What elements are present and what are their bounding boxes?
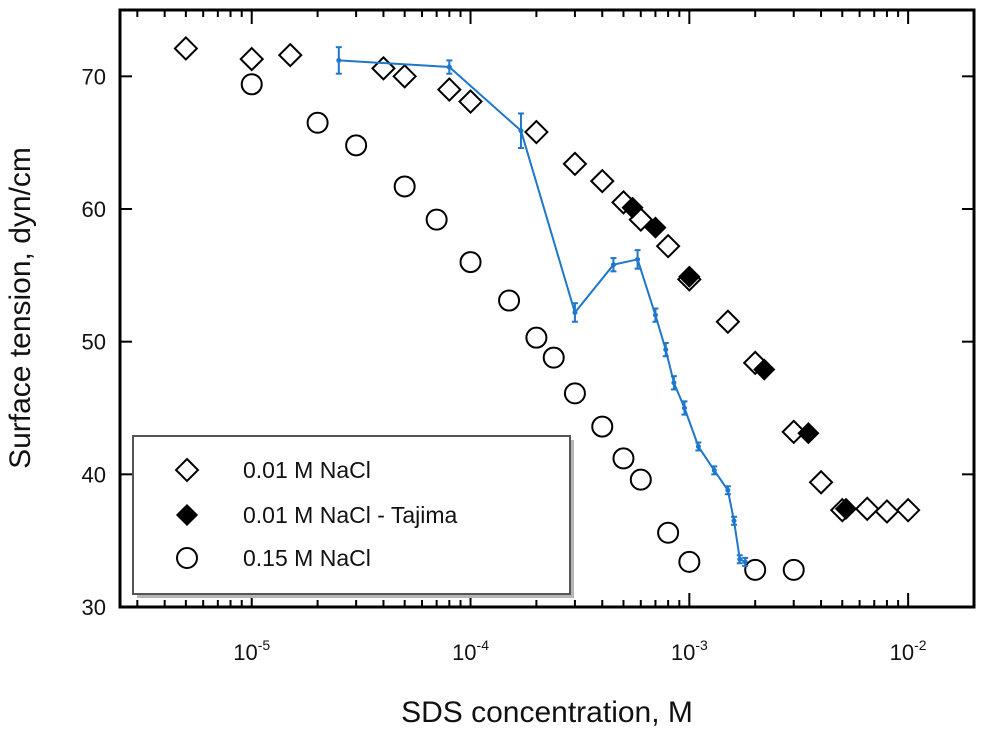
x-tick-label-1: 10-4 bbox=[452, 637, 489, 665]
data-point-13 bbox=[731, 518, 737, 524]
series-0-point-19 bbox=[854, 496, 880, 522]
series-2-point-0 bbox=[240, 73, 263, 96]
series-3 bbox=[335, 46, 749, 567]
data-point-8 bbox=[671, 380, 677, 386]
series-0 bbox=[173, 36, 921, 524]
series-2 bbox=[240, 73, 805, 581]
series-2-point-7 bbox=[525, 326, 548, 349]
y-tick-label-4: 70 bbox=[82, 64, 106, 89]
data-point-6 bbox=[652, 312, 658, 318]
legend-marker-2 bbox=[176, 547, 198, 569]
legend-label-0: 0.01 M NaCl bbox=[243, 457, 371, 483]
series-3-line bbox=[338, 59, 746, 563]
series-0-point-3 bbox=[371, 55, 396, 81]
series-2-point-6 bbox=[498, 289, 521, 312]
series-0-point-2 bbox=[277, 42, 303, 68]
series-0-point-21 bbox=[895, 497, 921, 523]
series-2-point-11 bbox=[612, 447, 635, 470]
data-point-0 bbox=[336, 57, 342, 63]
y-axis-title: Surface tension, dyn/cm bbox=[4, 147, 37, 469]
series-2-point-15 bbox=[744, 558, 767, 581]
x-tick-label-2: 10-3 bbox=[671, 637, 708, 665]
series-2-point-16 bbox=[782, 558, 805, 581]
series-2-point-5 bbox=[459, 251, 482, 274]
series-0-point-0 bbox=[173, 36, 199, 61]
series-0-point-5 bbox=[436, 77, 462, 103]
legend-markers bbox=[174, 457, 200, 569]
legend-label-2: 0.15 M NaCl bbox=[243, 545, 371, 571]
data-point-3 bbox=[572, 309, 578, 315]
x-axis-ticks: 10-5 10-4 10-3 10-2 bbox=[136, 10, 975, 665]
series-1-point-0 bbox=[621, 196, 644, 219]
series-1-point-4 bbox=[797, 422, 820, 445]
x-axis-title: SDS concentration, M bbox=[401, 696, 693, 729]
series-2-point-13 bbox=[657, 521, 680, 544]
data-point-10 bbox=[695, 443, 701, 449]
x-tick-label-3: 10-2 bbox=[890, 637, 927, 665]
series-0-point-1 bbox=[239, 46, 265, 72]
legend-box bbox=[132, 435, 571, 595]
data-point-9 bbox=[681, 405, 687, 411]
series-2-point-4 bbox=[425, 208, 448, 231]
series-2-point-2 bbox=[345, 134, 368, 157]
series-0-point-12 bbox=[655, 233, 681, 259]
series-0-point-8 bbox=[562, 151, 588, 177]
series-2-point-14 bbox=[678, 550, 701, 573]
series-1 bbox=[621, 196, 858, 520]
legend: 0.01 M NaCl 0.01 M NaCl - Tajima 0.15 M … bbox=[132, 435, 574, 598]
series-2-point-12 bbox=[629, 468, 652, 491]
data-point-15 bbox=[742, 559, 748, 565]
y-tick-label-0: 30 bbox=[82, 595, 106, 620]
series-0-point-17 bbox=[808, 469, 834, 495]
series-0-point-14 bbox=[715, 309, 741, 335]
data-point-1 bbox=[446, 64, 452, 70]
y-tick-label-2: 50 bbox=[82, 330, 106, 355]
series-0-point-9 bbox=[589, 168, 615, 194]
series-1-point-3 bbox=[753, 358, 776, 381]
series-2-point-9 bbox=[563, 382, 586, 405]
x-tick-label-0: 10-5 bbox=[233, 637, 270, 665]
legend-label-1: 0.01 M NaCl - Tajima bbox=[243, 502, 458, 528]
y-tick-label-1: 40 bbox=[82, 462, 106, 487]
data-point-4 bbox=[610, 262, 616, 268]
data-point-12 bbox=[725, 487, 731, 493]
series-1-point-1 bbox=[644, 216, 667, 239]
series-1-point-2 bbox=[678, 265, 701, 288]
series-0-point-7 bbox=[523, 119, 549, 145]
plot-frame bbox=[118, 8, 976, 609]
y-axis-ticks: 30 40 50 60 70 bbox=[82, 64, 974, 620]
legend-marker-1 bbox=[175, 503, 199, 527]
series-layer bbox=[173, 36, 921, 581]
series-2-point-1 bbox=[306, 111, 329, 134]
series-0-point-6 bbox=[458, 89, 483, 114]
data-point-11 bbox=[711, 467, 717, 473]
series-2-point-3 bbox=[393, 175, 416, 198]
series-1-point-5 bbox=[834, 497, 858, 520]
series-0-point-16 bbox=[781, 419, 807, 445]
legend-marker-0 bbox=[174, 457, 200, 483]
data-point-7 bbox=[663, 347, 669, 353]
data-point-2 bbox=[518, 128, 524, 134]
series-2-point-10 bbox=[591, 415, 614, 438]
data-point-5 bbox=[635, 256, 641, 262]
series-0-point-20 bbox=[874, 499, 900, 524]
data-point-14 bbox=[737, 556, 743, 562]
series-0-point-4 bbox=[392, 63, 418, 89]
series-2-point-8 bbox=[542, 346, 565, 369]
y-tick-label-3: 60 bbox=[82, 197, 106, 222]
